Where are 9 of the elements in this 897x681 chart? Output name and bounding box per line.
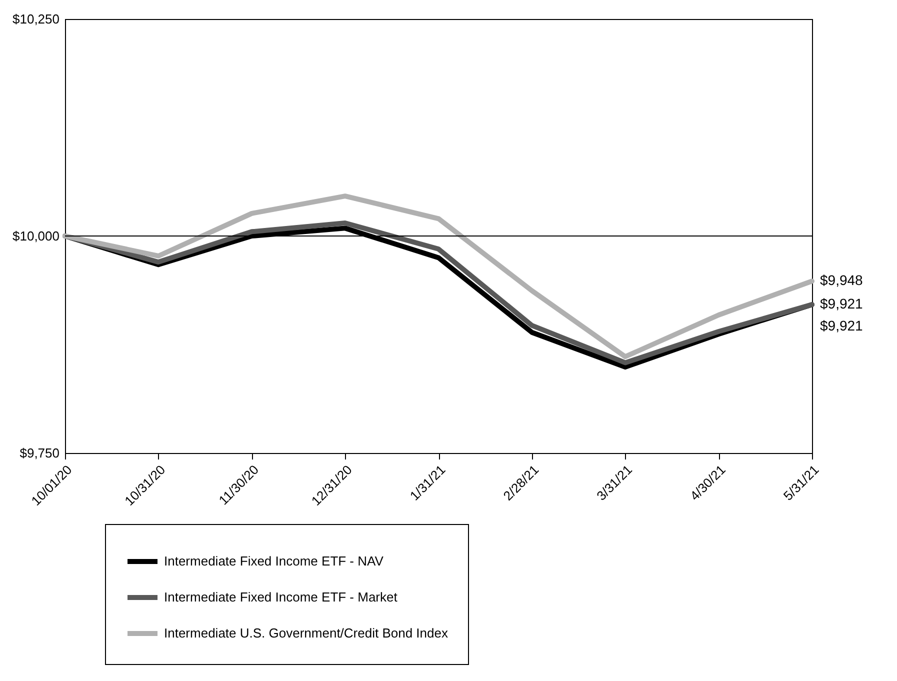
y-tick-label: $10,250	[12, 12, 60, 26]
y-tick-label: $10,000	[12, 228, 60, 244]
data-label: $9,948	[820, 272, 864, 288]
data-label: $9,921	[820, 318, 864, 334]
y-tick-label: $9,750	[20, 446, 60, 460]
legend-label: Intermediate U.S. Government/Credit Bond Index	[164, 626, 448, 640]
legend-label: Intermediate Fixed Income ETF - Market	[164, 590, 398, 604]
data-label: $9,921	[820, 296, 864, 312]
legend-label: Intermediate Fixed Income ETF - NAV	[164, 554, 384, 568]
